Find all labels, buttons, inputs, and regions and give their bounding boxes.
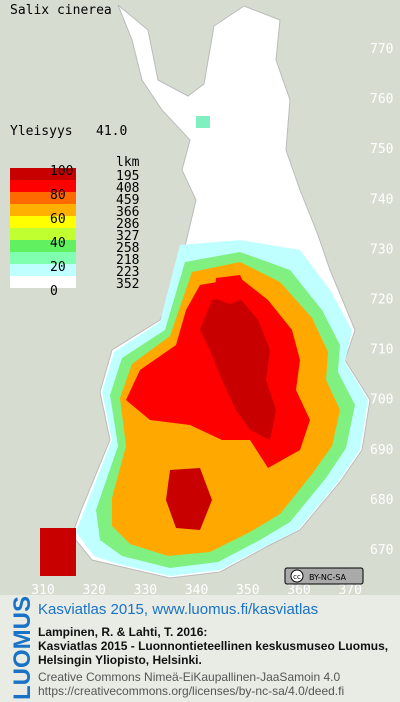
northing-label: 740 <box>370 192 393 207</box>
easting-label: 360 <box>287 583 310 598</box>
count: 286 <box>116 217 139 232</box>
footer-background <box>0 595 400 702</box>
northing-label: 680 <box>370 493 393 508</box>
count: 366 <box>116 205 139 220</box>
count: 408 <box>116 181 139 196</box>
count: 218 <box>116 253 139 268</box>
aland-cells <box>40 528 76 576</box>
class-label: 40 <box>50 236 66 251</box>
zone-darkred <box>200 296 276 440</box>
zone-red-north <box>214 275 250 304</box>
easting-label: 330 <box>134 583 157 598</box>
svg-text:cc: cc <box>293 573 301 581</box>
license-line: Creative Commons Nimeä-EiKaupallinen-Jaa… <box>38 670 340 684</box>
citation-line: Helsingin Yliopisto, Helsinki. <box>38 653 202 667</box>
count: 195 <box>116 169 139 184</box>
north-cell <box>196 116 210 128</box>
easting-label: 310 <box>31 583 54 598</box>
legend-swatch <box>10 204 76 216</box>
species-title: Salix cinerea <box>10 3 112 18</box>
citation-line: Kasviatlas 2015 - Luonnontieteellinen ke… <box>38 639 388 653</box>
link: Kasviatlas 2015, www.luomus.fi/kasviatla… <box>38 601 318 618</box>
legend-swatch <box>10 240 76 252</box>
legend-swatch <box>10 252 76 264</box>
count: 352 <box>116 277 139 292</box>
footer-text: Lampinen, R. & Lahti, T. 2016:Kasviatlas… <box>38 625 388 698</box>
easting-label: 340 <box>185 583 208 598</box>
easting-label: 370 <box>338 583 361 598</box>
northing-label: 730 <box>370 242 393 257</box>
easting-label: 350 <box>236 583 259 598</box>
legend-swatch <box>10 276 76 288</box>
legend-swatch <box>10 192 76 204</box>
class-label: 20 <box>50 260 66 275</box>
citation-line: Lampinen, R. & Lahti, T. 2016: <box>38 625 207 639</box>
class-label: 60 <box>50 212 66 227</box>
class-label: 0 <box>50 284 58 299</box>
northing-label: 750 <box>370 142 393 157</box>
legend-swatch <box>10 216 76 228</box>
zone-darkred-south <box>166 468 212 530</box>
northing-label: 720 <box>370 293 393 308</box>
index-label: Yleisyys <box>10 124 73 139</box>
logo: LUOMUS <box>9 596 36 700</box>
legend-swatch <box>10 180 76 192</box>
count: 223 <box>116 265 139 280</box>
cc-badge: cc BY-NC-SA <box>284 567 364 585</box>
index-value: 41.0 <box>96 124 127 139</box>
count: 459 <box>116 193 139 208</box>
legend-swatch <box>10 228 76 240</box>
count: 327 <box>116 229 139 244</box>
badge-text: BY-NC-SA <box>309 573 347 582</box>
legend-swatch <box>10 168 76 180</box>
class-label: 100 <box>50 164 73 179</box>
northing-label: 760 <box>370 92 393 107</box>
northing-label: 690 <box>370 443 393 458</box>
legend: 100 80 60 40 20 0 lkm1954084593662863272582182… <box>10 155 140 299</box>
count: 258 <box>116 241 139 256</box>
northing-label: 670 <box>370 543 393 558</box>
legend-swatch <box>10 264 76 276</box>
class-label: 80 <box>50 188 66 203</box>
northing-label: 700 <box>370 393 393 408</box>
northing-label: 710 <box>370 343 393 358</box>
grid-labels: 770 760 750 740 730 720 710 700 690 680 670 310 320 3… <box>31 42 393 598</box>
count-header: lkm <box>116 155 140 170</box>
northing-label: 770 <box>370 42 393 57</box>
license-line: https://creativecommons.org/licenses/by-… <box>38 684 344 698</box>
easting-label: 320 <box>82 583 105 598</box>
